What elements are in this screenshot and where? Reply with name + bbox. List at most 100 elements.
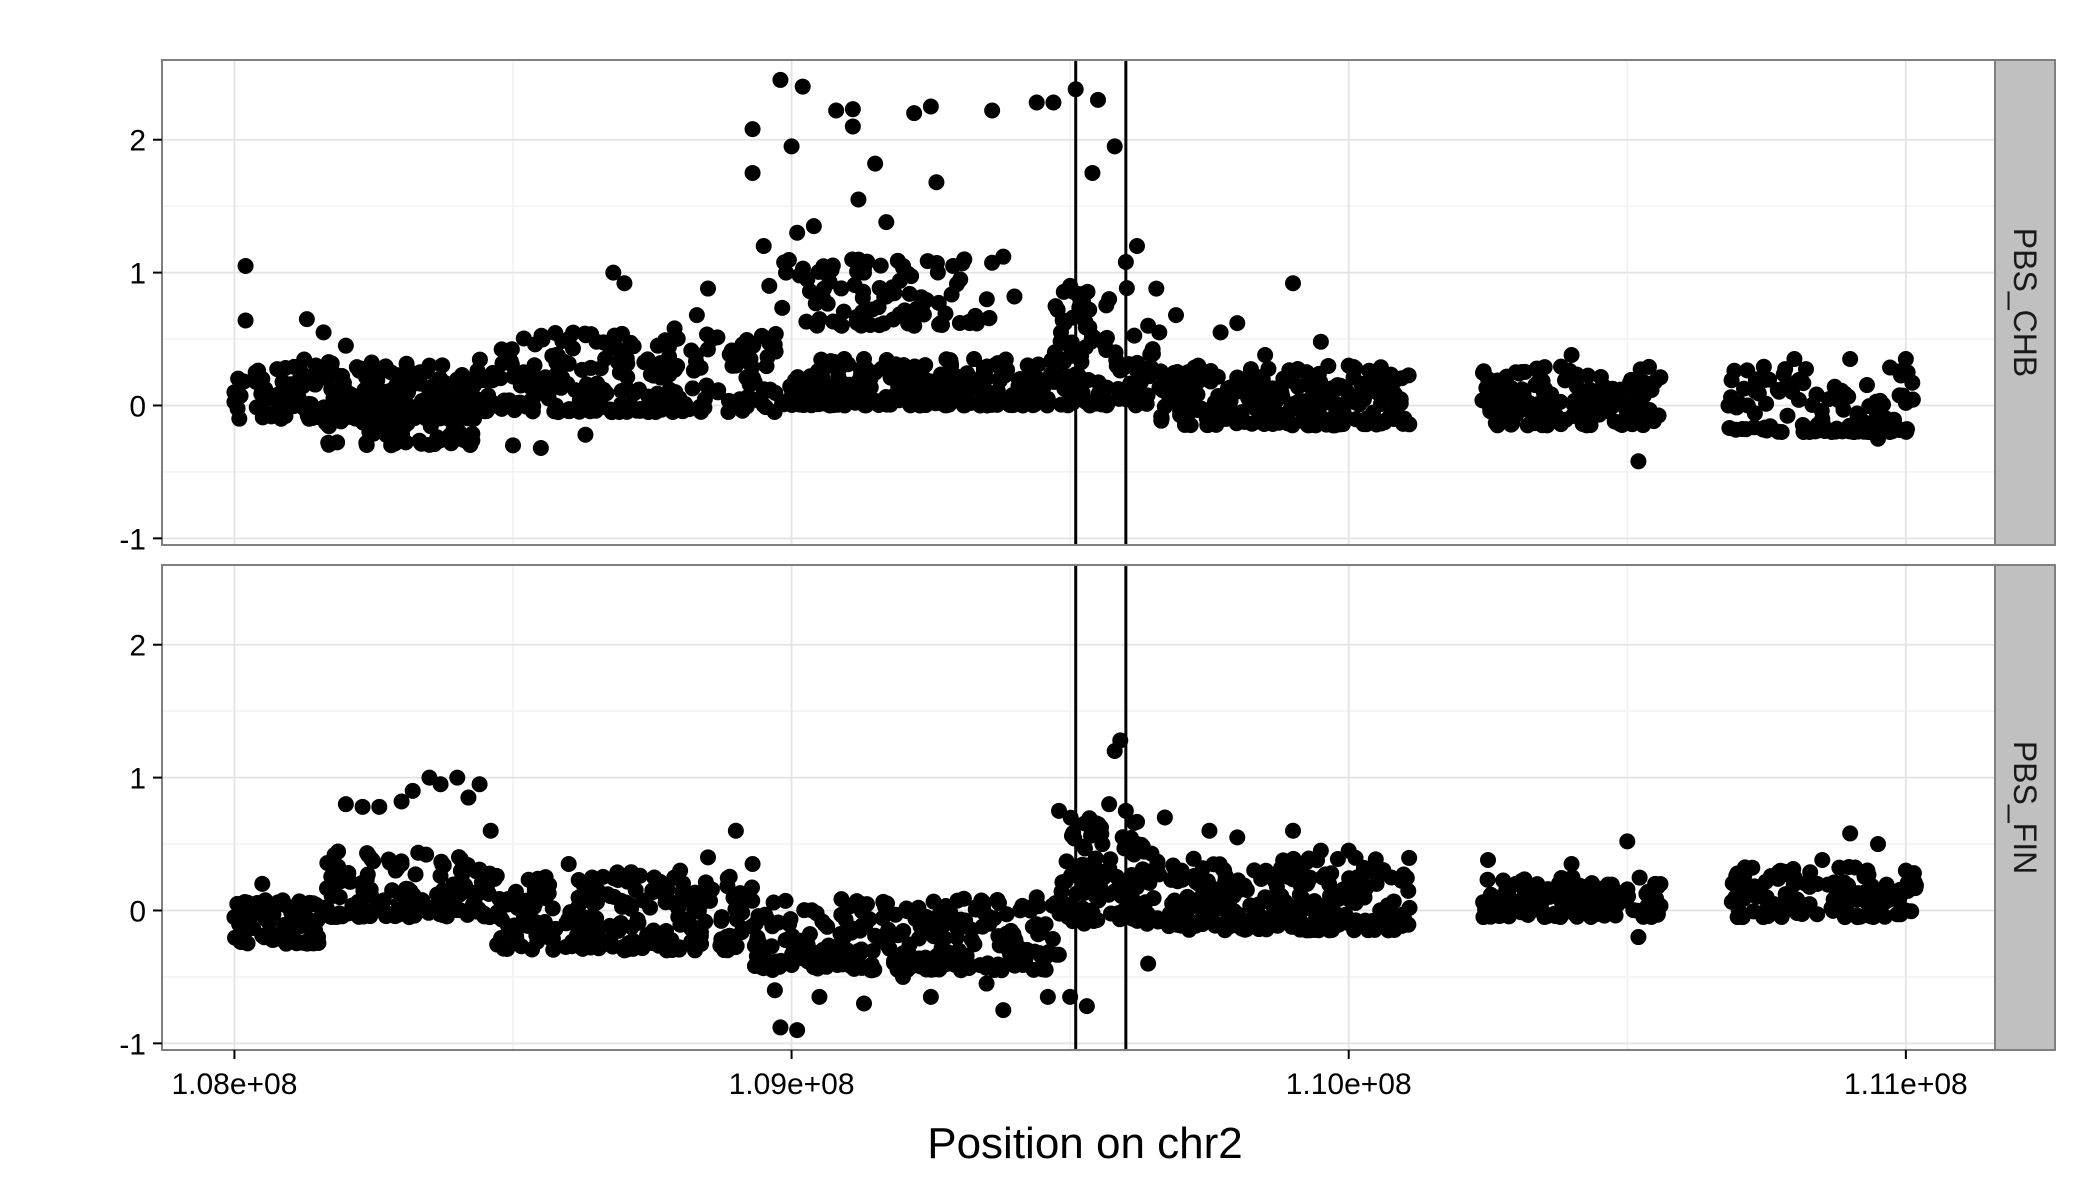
x-tick-label: 1.09e+08: [729, 1068, 855, 1101]
facet-strip: [1994, 59, 2056, 546]
data-point: [744, 164, 761, 181]
data-point: [952, 962, 969, 979]
data-point: [1358, 410, 1375, 427]
data-point: [699, 341, 716, 358]
data-point: [772, 71, 789, 88]
data-point: [327, 366, 344, 383]
data-point: [787, 371, 804, 388]
data-point: [1734, 421, 1751, 438]
data-point: [265, 906, 282, 923]
data-point: [493, 341, 510, 358]
data-point: [434, 893, 451, 910]
data-point: [1533, 413, 1550, 430]
data-point: [833, 891, 850, 908]
data-point: [622, 334, 639, 351]
data-point: [840, 356, 857, 373]
data-point: [918, 292, 935, 309]
data-point: [560, 855, 577, 872]
data-point: [226, 384, 243, 401]
data-point: [798, 313, 815, 330]
data-point: [1739, 362, 1756, 379]
data-point: [925, 893, 942, 910]
data-point: [666, 320, 683, 337]
data-point: [354, 798, 371, 815]
data-point: [1199, 873, 1216, 890]
data-point: [1062, 988, 1079, 1005]
data-point: [1156, 809, 1173, 826]
data-point: [394, 903, 411, 920]
data-point: [237, 312, 254, 329]
data-point: [1255, 919, 1272, 936]
data-point: [433, 853, 450, 870]
data-point: [1140, 955, 1157, 972]
data-point: [1259, 408, 1276, 425]
data-point: [1396, 912, 1413, 929]
data-point: [1553, 358, 1570, 375]
data-point: [1280, 861, 1297, 878]
data-point: [658, 923, 675, 940]
data-point: [839, 942, 856, 959]
data-point: [405, 376, 422, 393]
data-point: [801, 283, 818, 300]
data-point: [972, 957, 989, 974]
data-point: [1250, 396, 1267, 413]
data-point: [1730, 902, 1747, 919]
data-point: [1017, 948, 1034, 965]
data-point: [1148, 280, 1165, 297]
data-point: [360, 847, 377, 864]
data-point: [649, 337, 666, 354]
data-point: [784, 947, 801, 964]
data-point: [710, 382, 727, 399]
data-point: [588, 333, 605, 350]
data-point: [246, 905, 263, 922]
data-point: [672, 862, 689, 879]
data-point: [1056, 315, 1073, 332]
data-point: [636, 354, 653, 371]
data-point: [1898, 423, 1915, 440]
data-point: [518, 892, 535, 909]
data-point: [1816, 423, 1833, 440]
data-point: [1062, 277, 1079, 294]
data-point: [645, 367, 662, 384]
data-point: [579, 928, 596, 945]
data-point: [329, 907, 346, 924]
data-point: [1151, 324, 1168, 341]
data-point: [922, 373, 939, 390]
data-point: [978, 291, 995, 308]
data-point: [275, 404, 292, 421]
data-point: [844, 251, 861, 268]
data-point: [1101, 291, 1118, 308]
data-point: [759, 348, 776, 365]
data-point: [545, 941, 562, 958]
data-point: [850, 191, 867, 208]
data-point: [1312, 333, 1329, 350]
data-point: [1077, 319, 1094, 336]
data-point: [605, 264, 622, 281]
data-point: [1570, 898, 1587, 915]
data-point: [937, 897, 954, 914]
data-point: [601, 917, 618, 934]
data-point: [727, 901, 744, 918]
data-point: [1065, 825, 1082, 842]
data-point: [331, 889, 348, 906]
data-point: [602, 888, 619, 905]
data-point: [1385, 893, 1402, 910]
data-point: [977, 371, 994, 388]
data-point: [1044, 931, 1061, 948]
data-point: [1153, 412, 1170, 429]
data-point: [805, 218, 822, 235]
data-point: [393, 855, 410, 872]
data-point: [1229, 369, 1246, 386]
data-point: [984, 102, 1001, 119]
data-point: [1808, 386, 1825, 403]
data-point: [1630, 929, 1647, 946]
data-point: [1037, 916, 1054, 933]
data-point: [948, 276, 965, 293]
x-axis: 1.08e+08 1.09e+08 1.10e+08 1.11e+08: [171, 1050, 1968, 1101]
data-point: [618, 350, 635, 367]
data-point: [880, 393, 897, 410]
data-point: [1897, 394, 1914, 411]
data-point: [1221, 400, 1238, 417]
data-point: [1786, 869, 1803, 886]
data-point: [1231, 411, 1248, 428]
